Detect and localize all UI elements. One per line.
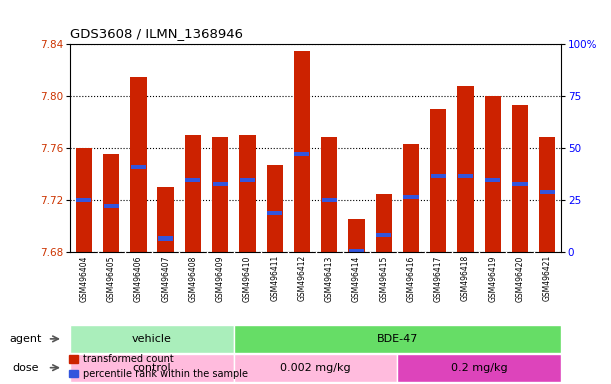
Bar: [104, 204, 119, 208]
Bar: [321, 198, 337, 202]
Bar: [76, 198, 92, 202]
Bar: [267, 210, 282, 215]
Bar: [70, 325, 234, 353]
Bar: [70, 354, 234, 382]
Bar: [539, 137, 555, 252]
Text: GSM496419: GSM496419: [488, 255, 497, 301]
Bar: [76, 148, 92, 252]
Text: 0.002 mg/kg: 0.002 mg/kg: [280, 362, 351, 373]
Bar: [234, 354, 397, 382]
Text: dose: dose: [13, 362, 39, 373]
Bar: [376, 233, 391, 237]
Text: GSM496413: GSM496413: [324, 255, 334, 301]
Text: GSM496417: GSM496417: [434, 255, 443, 301]
Bar: [376, 194, 392, 252]
Bar: [295, 152, 310, 156]
Text: GSM496414: GSM496414: [352, 255, 361, 301]
Text: GSM496410: GSM496410: [243, 255, 252, 301]
Bar: [349, 250, 364, 253]
Text: GSM496412: GSM496412: [298, 255, 307, 301]
Bar: [540, 190, 555, 194]
Bar: [403, 144, 419, 252]
Text: GSM496416: GSM496416: [406, 255, 415, 301]
Text: GSM496409: GSM496409: [216, 255, 225, 302]
Bar: [234, 325, 561, 353]
Bar: [403, 195, 419, 199]
Bar: [185, 178, 200, 182]
Bar: [513, 182, 527, 186]
Bar: [266, 165, 283, 252]
Bar: [130, 76, 147, 252]
Bar: [457, 86, 474, 252]
Text: GSM496418: GSM496418: [461, 255, 470, 301]
Text: GSM496421: GSM496421: [543, 255, 552, 301]
Bar: [240, 135, 255, 252]
Bar: [158, 187, 174, 252]
Text: vehicle: vehicle: [132, 334, 172, 344]
Bar: [240, 178, 255, 182]
Bar: [185, 135, 201, 252]
Bar: [430, 109, 447, 252]
Text: 0.2 mg/kg: 0.2 mg/kg: [451, 362, 508, 373]
Text: GSM496411: GSM496411: [270, 255, 279, 301]
Bar: [131, 165, 146, 169]
Text: GSM496404: GSM496404: [79, 255, 89, 302]
Bar: [458, 174, 473, 179]
Bar: [294, 51, 310, 252]
Text: BDE-47: BDE-47: [376, 334, 418, 344]
Text: GSM496415: GSM496415: [379, 255, 388, 301]
Bar: [321, 137, 337, 252]
Bar: [103, 154, 119, 252]
Text: GSM496405: GSM496405: [107, 255, 115, 302]
Bar: [348, 219, 365, 252]
Text: GSM496406: GSM496406: [134, 255, 143, 302]
Bar: [485, 178, 500, 182]
Bar: [512, 105, 528, 252]
Text: agent: agent: [10, 334, 42, 344]
Text: GSM496408: GSM496408: [188, 255, 197, 301]
Bar: [431, 174, 446, 179]
Bar: [213, 182, 228, 186]
Legend: transformed count, percentile rank within the sample: transformed count, percentile rank withi…: [69, 354, 247, 379]
Text: control: control: [133, 362, 171, 373]
Bar: [397, 354, 561, 382]
Bar: [212, 137, 229, 252]
Text: GSM496420: GSM496420: [516, 255, 524, 301]
Text: GSM496407: GSM496407: [161, 255, 170, 302]
Bar: [158, 237, 173, 241]
Text: GDS3608 / ILMN_1368946: GDS3608 / ILMN_1368946: [70, 27, 243, 40]
Bar: [485, 96, 501, 252]
